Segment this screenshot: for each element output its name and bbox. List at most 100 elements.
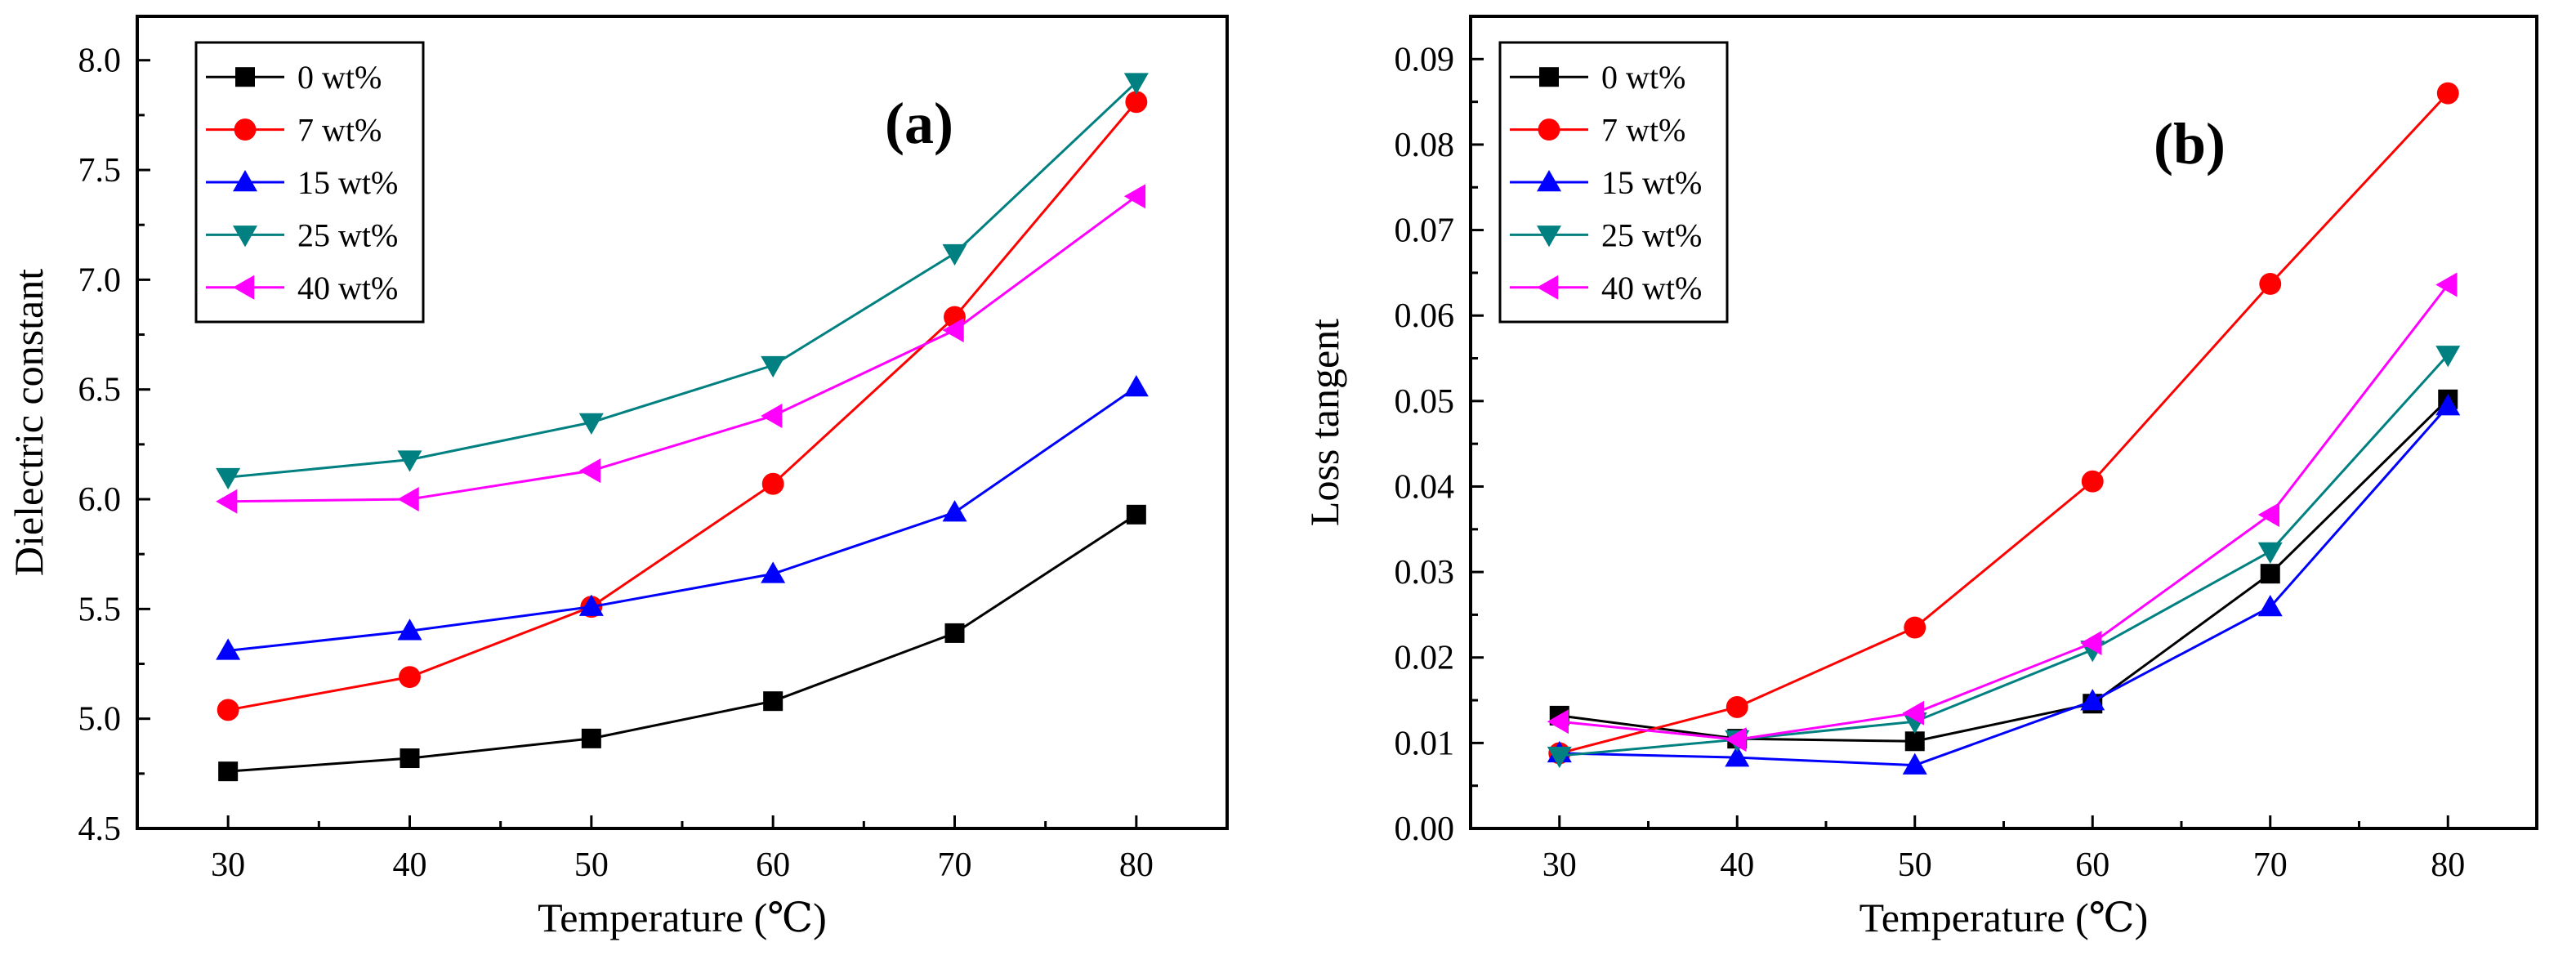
data-point	[1904, 731, 1925, 752]
data-point	[1726, 695, 1748, 718]
legend-marker	[1537, 226, 1561, 248]
data-point	[1123, 73, 1149, 95]
series-0-wt-	[1549, 389, 2458, 752]
x-tick-label: 60	[756, 846, 790, 884]
series-line	[1559, 354, 2449, 757]
data-point	[2436, 82, 2459, 105]
data-point	[2257, 542, 2283, 564]
legend-marker	[233, 170, 257, 192]
data-point	[578, 458, 601, 484]
data-point	[1902, 752, 1927, 775]
x-tick-label: 50	[1898, 846, 1932, 884]
x-tick-label: 30	[211, 846, 245, 884]
legend-label: 25 wt%	[1601, 217, 1702, 253]
series-40-wt-	[216, 184, 1146, 514]
legend-label: 0 wt%	[297, 59, 382, 96]
panel-label: (b)	[2154, 111, 2226, 176]
x-axis-title: Temperature (℃)	[538, 895, 827, 940]
legend-label: 15 wt%	[297, 164, 398, 201]
data-point	[397, 618, 422, 641]
data-point	[2257, 595, 2283, 617]
series-40-wt-	[1547, 272, 2458, 752]
data-point	[216, 467, 241, 490]
data-point	[1725, 727, 1747, 752]
data-point	[1725, 745, 1750, 767]
legend-entry: 0 wt%	[206, 59, 382, 96]
x-tick-label: 70	[938, 846, 972, 884]
series-line	[227, 100, 1137, 712]
x-tick-label: 40	[393, 846, 427, 884]
y-tick-label: 0.03	[1395, 554, 1455, 592]
data-point	[2257, 502, 2279, 528]
legend-marker	[1539, 67, 1559, 87]
y-tick-label: 0.09	[1395, 41, 1455, 78]
data-point	[761, 472, 784, 495]
data-point	[218, 761, 239, 782]
data-point	[942, 500, 967, 522]
data-point	[1123, 375, 1149, 397]
legend-entry: 40 wt%	[206, 270, 398, 306]
data-point	[1547, 709, 1569, 735]
y-tick-label: 4.5	[78, 810, 122, 848]
data-point	[2080, 689, 2105, 711]
chart-a: 30 40 50 60 70 80 4.5 5.0 5.5 6.0 6.5 7.0 7.5 8.0 Temp…	[6, 15, 1229, 940]
legend-entry: 25 wt%	[206, 217, 398, 253]
data-point	[397, 450, 422, 472]
data-point	[217, 699, 239, 721]
series-15-wt-	[1547, 394, 2461, 775]
series-line	[1559, 398, 2449, 743]
data-point	[2081, 470, 2104, 493]
x-axis-title: Temperature (℃)	[1859, 895, 2149, 940]
series-line	[228, 513, 1137, 773]
chart-b: 30 40 50 60 70 80 0.00 0.01 0.02 0.03 0.04 0.05 0.06…	[1301, 15, 2538, 940]
data-point	[1547, 746, 1572, 769]
data-point	[2435, 272, 2458, 297]
legend-label: 7 wt%	[297, 112, 382, 149]
y-axis-title: Loss tangent	[1301, 319, 1347, 526]
data-point	[216, 489, 238, 514]
legend-label: 25 wt%	[297, 217, 398, 253]
legend-entry: 7 wt%	[206, 112, 382, 149]
legend-marker	[1537, 275, 1559, 300]
legend-entry: 15 wt%	[206, 164, 398, 201]
data-point	[2080, 630, 2102, 655]
data-point	[397, 487, 419, 512]
legend-marker	[233, 226, 257, 248]
x-tick-label: 70	[2253, 846, 2288, 884]
data-point	[761, 561, 786, 583]
legend-marker	[235, 67, 255, 87]
y-tick-label: 0.01	[1395, 725, 1455, 762]
legend-entry: 15 wt%	[1510, 164, 1702, 201]
legend: 0 wt% 7 wt% 15 wt% 25 wt% 40 wt%	[1498, 41, 1729, 324]
y-tick-label: 0.06	[1395, 297, 1455, 335]
data-point	[944, 623, 965, 643]
legend: 0 wt% 7 wt% 15 wt% 25 wt% 40 wt%	[194, 41, 425, 324]
y-tick-label: 5.0	[78, 701, 122, 739]
data-point	[2260, 564, 2280, 584]
x-tick-label: 60	[2075, 846, 2109, 884]
y-tick-label: 5.5	[78, 591, 122, 628]
data-point	[1125, 91, 1148, 114]
legend-label: 40 wt%	[1601, 270, 1702, 306]
data-point	[399, 666, 421, 689]
x-tick-label: 80	[1119, 846, 1154, 884]
legend-label: 7 wt%	[1601, 112, 1685, 149]
data-point	[2435, 346, 2461, 368]
series-line	[1559, 405, 2449, 767]
legend-marker	[1538, 118, 1560, 141]
series-7-wt-	[1548, 82, 2459, 765]
data-point	[761, 403, 783, 428]
y-tick-label: 0.05	[1395, 383, 1455, 421]
y-tick-label: 6.5	[78, 372, 122, 409]
x-tick-label: 80	[2431, 846, 2465, 884]
series-0-wt-	[218, 504, 1146, 782]
series-line	[228, 81, 1137, 479]
legend-marker	[234, 118, 257, 141]
data-point	[942, 318, 964, 343]
legend-label: 15 wt%	[1601, 164, 1702, 201]
legend-marker	[233, 275, 255, 300]
legend-label: 40 wt%	[297, 270, 398, 306]
legend-marker	[1537, 170, 1561, 192]
legend-label: 0 wt%	[1601, 59, 1685, 96]
data-point	[2435, 394, 2461, 416]
